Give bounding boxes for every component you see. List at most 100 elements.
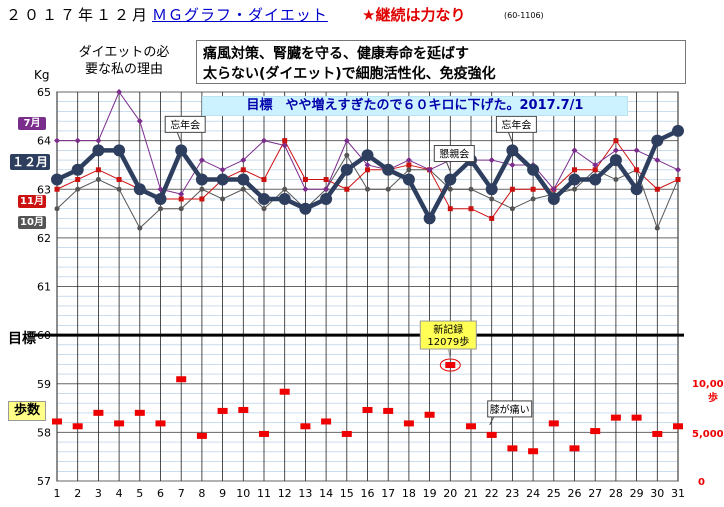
legend-month7: 7月 (18, 117, 46, 130)
x-tick-label: 10 (236, 487, 250, 500)
series-point (424, 212, 436, 224)
series-point (324, 177, 329, 182)
series-point (448, 206, 453, 211)
series-point (365, 167, 370, 172)
x-tick-label: 6 (157, 487, 164, 500)
series-point (672, 125, 684, 137)
steps-point (507, 445, 517, 451)
x-tick-label: 18 (402, 487, 416, 500)
series-point (655, 226, 660, 231)
series-point (531, 187, 536, 192)
y-tick-label: 61 (37, 281, 51, 294)
x-tick-label: 2 (74, 487, 81, 500)
series-point (341, 164, 353, 176)
series-point (196, 174, 208, 186)
x-tick-label: 9 (219, 487, 226, 500)
x-tick-label: 1 (54, 487, 61, 500)
series-point (175, 144, 187, 156)
steps-axis-label: 5,000 (692, 429, 724, 440)
series-point (613, 138, 618, 143)
series-point (655, 187, 660, 192)
series-point (134, 183, 146, 195)
x-tick-label: 20 (443, 487, 457, 500)
series-point (527, 164, 539, 176)
steps-point (238, 407, 248, 413)
note-callout-text: 膝が痛い (490, 403, 530, 416)
steps-point (383, 408, 393, 414)
series-point (572, 187, 577, 192)
series-point (262, 177, 267, 182)
x-tick-label: 5 (136, 487, 143, 500)
steps-axis-label: 歩 (708, 391, 718, 404)
x-tick-label: 25 (547, 487, 561, 500)
series-point (510, 187, 515, 192)
series-point (303, 177, 308, 182)
y-tick-label: 65 (37, 86, 51, 99)
series-point (406, 167, 411, 172)
steps-point (632, 415, 642, 421)
x-tick-label: 19 (423, 487, 437, 500)
series-point (406, 162, 411, 167)
series-point (403, 174, 415, 186)
series-point (237, 174, 249, 186)
series-point (72, 164, 84, 176)
x-tick-label: 8 (198, 487, 205, 500)
steps-point (156, 420, 166, 426)
series-point (634, 167, 639, 172)
x-tick-label: 16 (361, 487, 375, 500)
steps-point (425, 412, 435, 418)
series-point (382, 164, 394, 176)
x-tick-label: 31 (671, 487, 685, 500)
series-point (469, 187, 474, 192)
steps-point (52, 418, 62, 424)
series-point (510, 206, 515, 211)
series-point (282, 187, 287, 192)
x-tick-label: 12 (278, 487, 292, 500)
series-point (299, 203, 311, 215)
x-tick-label: 24 (526, 487, 540, 500)
legend-month11: 11月 (18, 195, 46, 208)
steps-point (487, 432, 497, 438)
series-point (444, 174, 456, 186)
x-tick-label: 14 (319, 487, 333, 500)
y-tick-label: 60 (37, 329, 51, 342)
steps-point (93, 410, 103, 416)
series-point (531, 196, 536, 201)
series-point (362, 149, 374, 161)
y-tick-label: 58 (37, 426, 51, 439)
series-point (262, 206, 267, 211)
series-point (55, 187, 60, 192)
series-point (51, 174, 63, 186)
x-tick-label: 4 (116, 487, 123, 500)
series-point (92, 144, 104, 156)
y-tick-label: 62 (37, 232, 51, 245)
series-point (241, 187, 246, 192)
series-point (469, 206, 474, 211)
steps-point (321, 418, 331, 424)
x-tick-label: 7 (178, 487, 185, 500)
steps-point (549, 420, 559, 426)
steps-point (363, 407, 373, 413)
kg-unit-label: Kg (34, 68, 50, 82)
series-point (506, 144, 518, 156)
steps-point (673, 423, 683, 429)
series-point (75, 187, 80, 192)
steps-point (404, 420, 414, 426)
series-point (217, 174, 229, 186)
x-tick-label: 27 (588, 487, 602, 500)
steps-axis-label: 0 (698, 477, 705, 488)
series-point (572, 167, 577, 172)
goal-label: 目標 (8, 328, 36, 348)
steps-point (197, 433, 207, 439)
y-tick-label: 57 (37, 475, 51, 488)
x-tick-label: 22 (485, 487, 499, 500)
series-point (610, 154, 622, 166)
steps-point (445, 362, 455, 368)
series-point (631, 183, 643, 195)
steps-point (135, 410, 145, 416)
series-point (344, 153, 349, 158)
steps-point (570, 445, 580, 451)
series-point (113, 144, 125, 156)
series-point (155, 193, 167, 205)
